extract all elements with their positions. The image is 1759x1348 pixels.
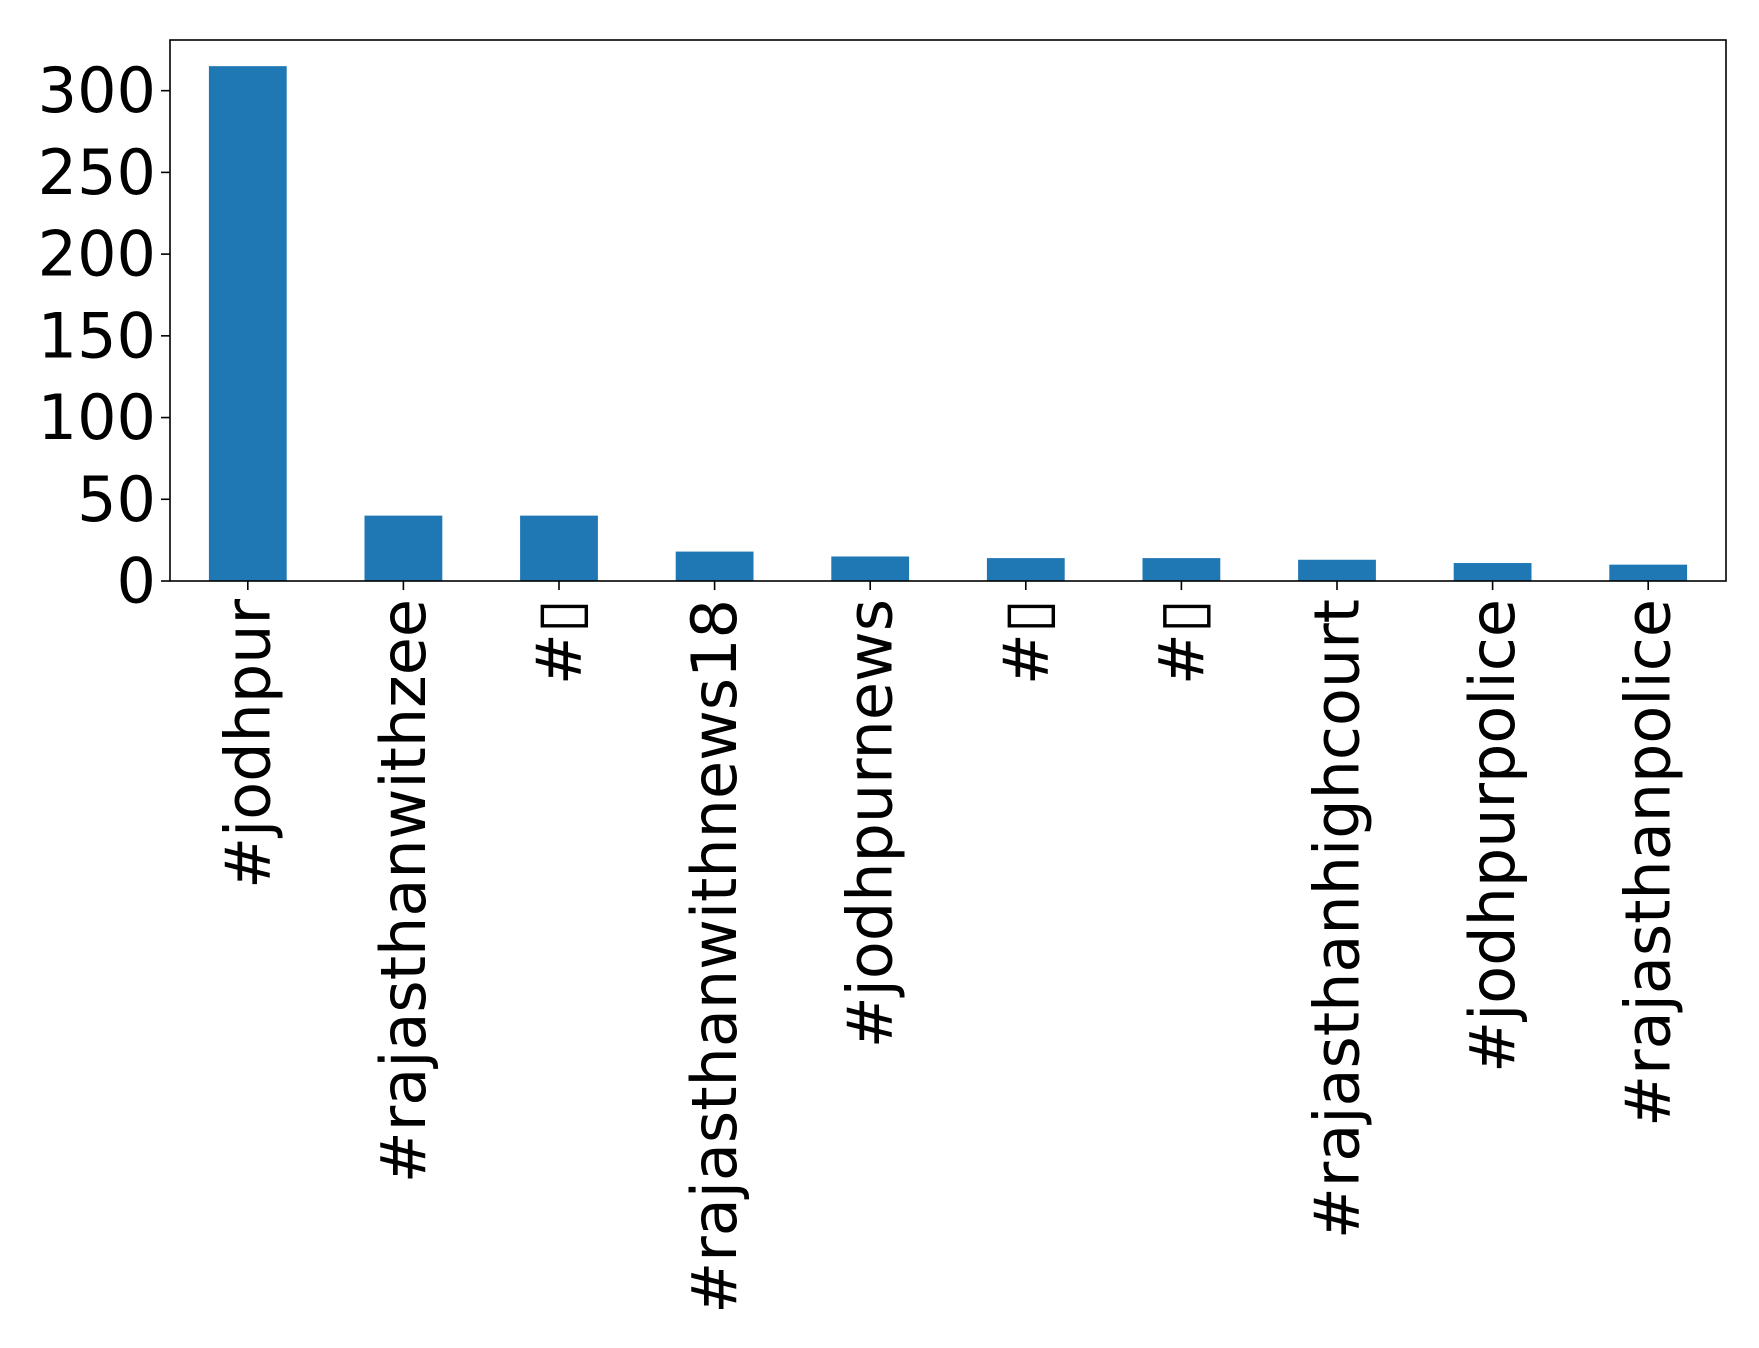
plot-frame: [169, 39, 1727, 582]
bar-7: [1142, 558, 1221, 581]
x-tick-label: #▯: [1145, 599, 1218, 685]
bar-10: [1609, 564, 1688, 581]
x-tick-label: #rajasthanpolice: [1612, 599, 1685, 1127]
x-tick-label: #▯: [523, 599, 596, 685]
y-tick-label: 100: [38, 381, 156, 454]
y-axis: 0 50 100 150 200 250 300: [38, 54, 170, 618]
x-tick-label: #jodhpur: [211, 598, 284, 888]
y-tick-label: 250: [38, 136, 156, 209]
bar-2: [364, 515, 443, 581]
x-tick-label: #rajasthanhighcourt: [1301, 599, 1374, 1239]
bar-5: [831, 556, 910, 581]
x-axis: #jodhpur #rajasthanwithzee #▯ #rajasthanwit…: [211, 581, 1685, 1314]
y-tick-label: 150: [38, 299, 156, 372]
y-tick-label: 50: [77, 463, 156, 536]
bars-group: [208, 66, 1688, 581]
y-tick-label: 300: [38, 54, 156, 127]
x-tick-label: #jodhpurnews: [834, 599, 907, 1048]
x-tick-label: #jodhpurpolice: [1456, 599, 1529, 1073]
y-tick-label: 200: [38, 218, 156, 291]
bar-6: [986, 558, 1065, 581]
x-tick-label: #rajasthanwithzee: [367, 599, 440, 1183]
x-tick-label: #▯: [989, 599, 1062, 685]
bar-1: [208, 66, 287, 581]
bar-9: [1453, 563, 1532, 581]
bar-3: [520, 515, 598, 581]
bar-4: [675, 551, 754, 581]
bar-8: [1298, 559, 1376, 581]
x-tick-label: #rajasthanwithnews18: [678, 599, 751, 1314]
y-tick-label: 0: [117, 545, 156, 618]
